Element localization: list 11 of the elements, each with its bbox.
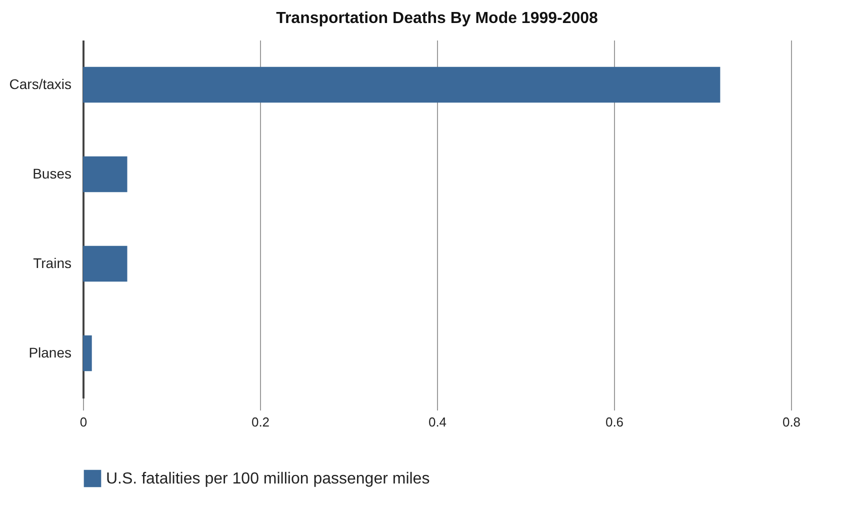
y-tick-label: Planes — [28, 344, 72, 360]
x-tick-label: 0.4 — [428, 414, 447, 430]
x-tick-label: 0.6 — [605, 414, 624, 430]
x-tick-label: 0.8 — [782, 414, 801, 430]
x-tick-label: 0 — [80, 414, 88, 430]
y-tick-label: Trains — [33, 254, 72, 271]
chart-title: Transportation Deaths By Mode 1999-2008 — [276, 10, 598, 27]
y-tick-label: Buses — [32, 165, 72, 182]
y-tick-label: Cars/taxis — [9, 76, 72, 92]
legend-label: U.S. fatalities per 100 million passenger miles — [106, 470, 430, 488]
x-tick-label: 0.2 — [251, 414, 270, 430]
